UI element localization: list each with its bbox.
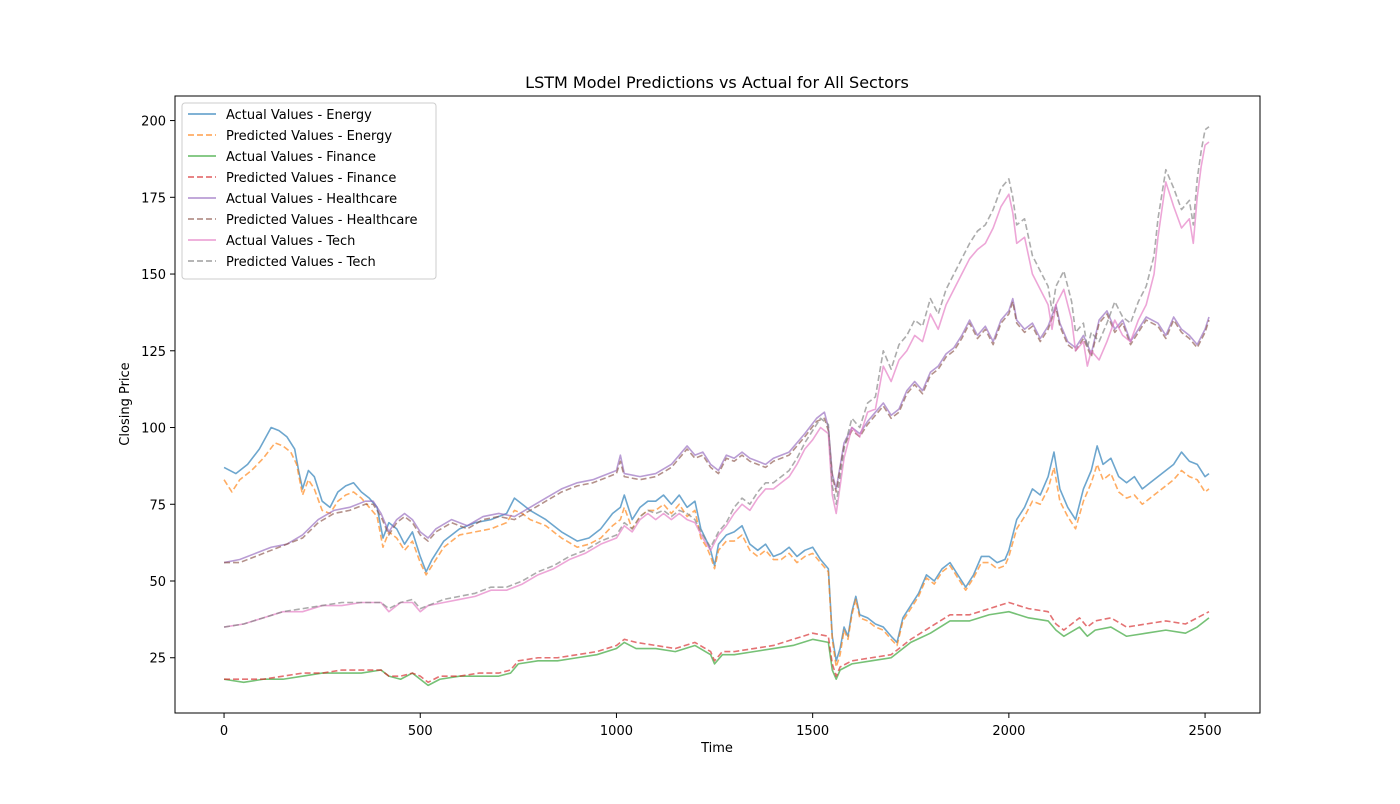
y-tick-label: 125 (141, 345, 166, 360)
x-tick-label: 1000 (600, 724, 633, 739)
legend-label: Predicted Values - Energy (226, 129, 392, 144)
legend-label: Predicted Values - Healthcare (226, 213, 417, 228)
y-tick-label: 50 (149, 575, 166, 590)
series-line-7 (223, 126, 1210, 628)
plot-frame (174, 95, 1261, 714)
legend-box (181, 102, 437, 280)
x-axis-label: Time (700, 741, 733, 756)
legend-label: Actual Values - Healthcare (226, 192, 397, 207)
y-tick-label: 100 (141, 422, 166, 437)
y-tick-label: 200 (141, 115, 166, 130)
x-tick-label: 1500 (796, 724, 829, 739)
y-axis-label: Closing Price (118, 362, 133, 445)
x-tick-label: 0 (220, 724, 228, 739)
legend-label: Actual Values - Tech (226, 234, 355, 249)
legend-label: Predicted Values - Finance (226, 171, 396, 186)
legend-label: Actual Values - Finance (226, 150, 376, 165)
plot-area (223, 126, 1210, 687)
legend-label: Predicted Values - Tech (226, 255, 376, 270)
x-tick-label: 500 (408, 724, 433, 739)
x-tick-label: 2000 (992, 724, 1025, 739)
legend-label: Actual Values - Energy (226, 108, 372, 123)
y-tick-label: 25 (149, 652, 166, 667)
y-axis: 25 50 75 100 125 150 175 200 (141, 115, 175, 667)
legend: Actual Values - Energy Predicted Values -… (181, 102, 437, 280)
x-axis: 0 500 1000 1500 2000 2500 (220, 713, 1222, 739)
y-tick-label: 150 (141, 268, 166, 283)
series-line-2 (223, 610, 1210, 687)
x-tick-label: 2500 (1189, 724, 1222, 739)
series-line-0 (223, 426, 1210, 662)
series-line-3 (224, 601, 1210, 684)
y-tick-label: 75 (149, 498, 166, 513)
chart-title: LSTM Model Predictions vs Actual for All… (525, 73, 909, 92)
series-line-6 (223, 141, 1210, 628)
y-tick-label: 175 (141, 191, 166, 206)
